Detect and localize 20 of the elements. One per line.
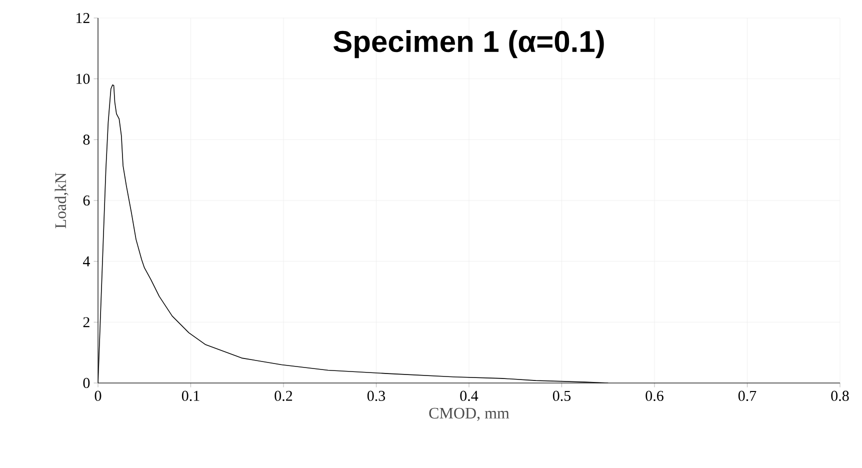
x-tick-label: 0.3 xyxy=(367,390,386,401)
x-tick-label: 0.4 xyxy=(460,390,478,401)
y-tick-label: 12 xyxy=(76,13,90,23)
y-tick-label: 8 xyxy=(83,134,90,145)
y-tick-label: 4 xyxy=(83,256,90,266)
chart-title: Specimen 1 (α=0.1) xyxy=(334,30,604,58)
x-tick-label: 0.7 xyxy=(738,390,756,401)
x-tick-label: 0.6 xyxy=(646,390,664,401)
x-tick-label: 0.1 xyxy=(182,390,200,401)
line-series xyxy=(98,84,609,383)
y-axis-title: Load,kN xyxy=(54,172,68,228)
x-tick-label: 0 xyxy=(94,390,102,401)
x-tick-label: 0.2 xyxy=(274,390,292,401)
x-axis-title: CMOD, mm xyxy=(429,408,510,421)
y-tick-label: 0 xyxy=(83,378,90,388)
x-tick-label: 0.8 xyxy=(831,390,849,401)
y-tick-label: 6 xyxy=(83,195,90,206)
y-tick-label: 10 xyxy=(76,74,90,84)
y-tick-label: 2 xyxy=(83,317,90,328)
x-tick-label: 0.5 xyxy=(552,390,571,401)
